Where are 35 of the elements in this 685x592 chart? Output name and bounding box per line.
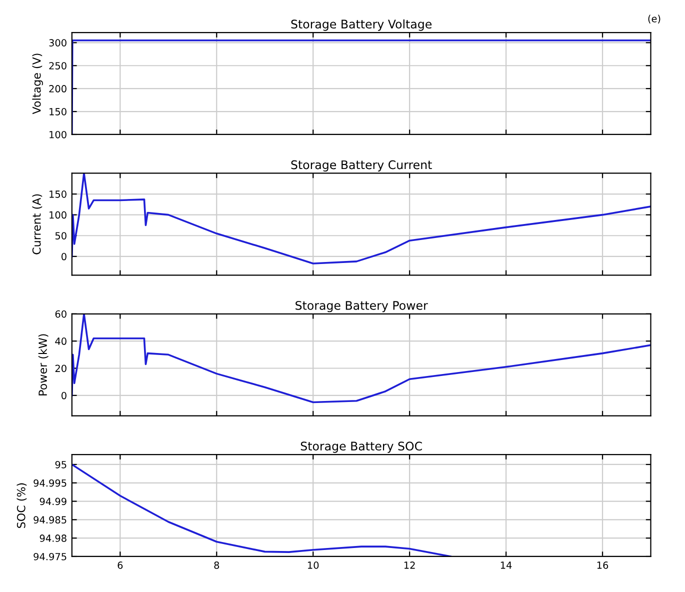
- y-tick-label: 20: [55, 364, 66, 372]
- y-tick-label: 94.98: [40, 534, 66, 542]
- y-axis-title: Voltage (V): [32, 54, 43, 114]
- y-axis-title: Current (A): [32, 194, 42, 254]
- y-axis-title: Power (kW): [38, 334, 48, 396]
- x-tick-label: 14: [500, 562, 512, 569]
- y-tick-label: 0: [62, 252, 66, 260]
- y-tick-label: 150: [50, 108, 66, 116]
- y-tick-label: 300: [49, 39, 66, 46]
- chart-title: Storage Battery Current: [291, 160, 432, 172]
- y-tick-label: 50: [55, 232, 66, 240]
- y-tick-label: 200: [49, 85, 66, 92]
- x-tick-label: 16: [597, 562, 608, 569]
- line-series: [72, 464, 452, 556]
- y-tick-label: 250: [49, 62, 66, 70]
- y-tick-label: 100: [50, 211, 66, 219]
- chart-title: Storage Battery Power: [296, 300, 428, 312]
- chart-title: Storage Battery SOC: [300, 442, 422, 453]
- y-tick-label: 95: [55, 460, 66, 468]
- chart-title: Storage Battery Voltage: [291, 19, 432, 31]
- y-tick-label: 94.975: [34, 552, 66, 560]
- y-tick-label: 150: [50, 190, 66, 198]
- y-tick-label: 94.995: [34, 479, 66, 487]
- x-tick-label: 12: [404, 562, 415, 569]
- x-tick-label: 8: [214, 562, 220, 569]
- y-axis-title: SOC (%): [16, 483, 27, 528]
- y-tick-label: 100: [50, 130, 66, 138]
- y-tick-label: 0: [62, 392, 66, 400]
- y-tick-label: 94.99: [40, 498, 66, 506]
- x-tick-label: 10: [308, 562, 319, 569]
- y-tick-label: 40: [55, 338, 66, 345]
- y-tick-label: 60: [55, 310, 66, 318]
- text: (e): [648, 14, 660, 24]
- x-tick-label: 6: [118, 562, 123, 569]
- y-tick-label: 94.985: [34, 516, 66, 524]
